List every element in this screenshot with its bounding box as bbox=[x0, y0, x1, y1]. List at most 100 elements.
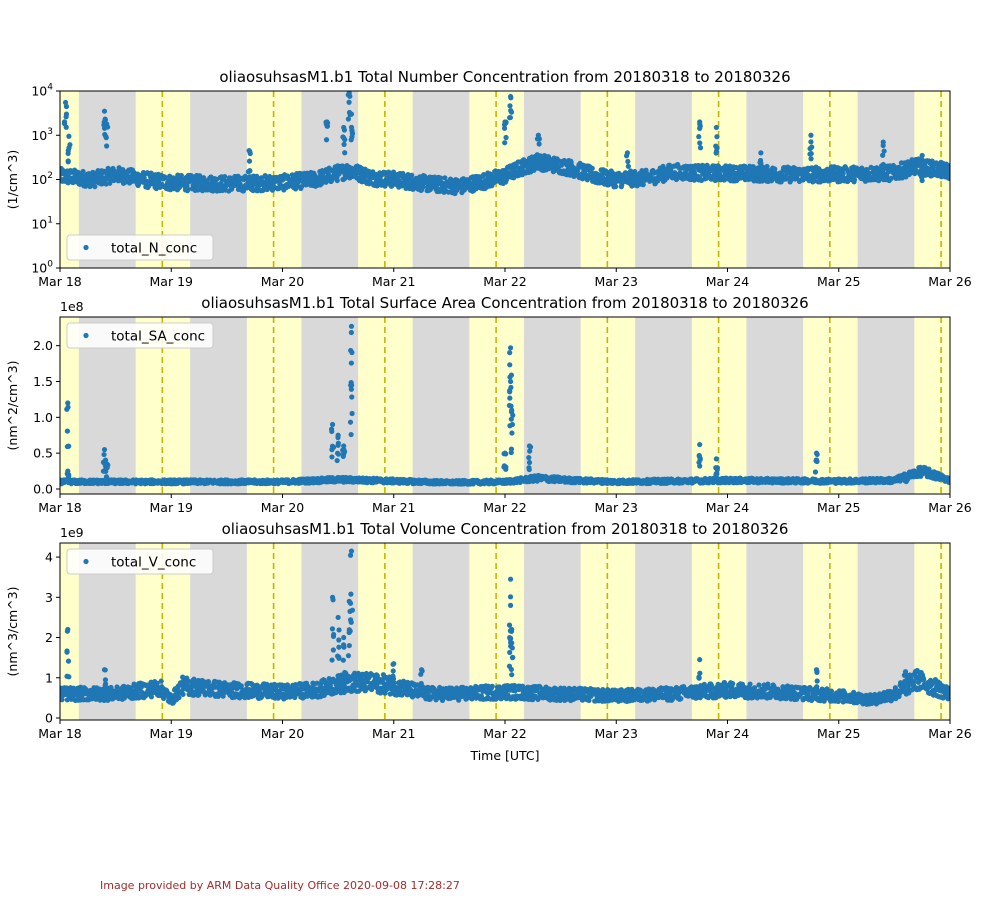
y-tick-label: 1.0 bbox=[33, 410, 53, 425]
data-point bbox=[510, 412, 516, 418]
daylight-band bbox=[580, 317, 636, 494]
data-point bbox=[349, 410, 355, 417]
data-point bbox=[348, 347, 354, 354]
data-point bbox=[103, 474, 110, 480]
data-point bbox=[713, 456, 719, 462]
data-point bbox=[536, 158, 543, 165]
data-point bbox=[267, 173, 273, 180]
data-point bbox=[589, 165, 595, 171]
x-tick-label: Mar 25 bbox=[817, 500, 860, 515]
data-point bbox=[697, 125, 703, 132]
data-point bbox=[507, 93, 514, 100]
data-point bbox=[92, 184, 98, 190]
legend-label: total_SA_conc bbox=[111, 329, 205, 345]
data-point bbox=[696, 452, 702, 459]
data-point bbox=[526, 443, 533, 449]
data-point bbox=[919, 177, 925, 184]
data-point bbox=[103, 468, 109, 474]
data-point bbox=[613, 183, 619, 190]
data-point bbox=[348, 323, 355, 329]
data-point bbox=[808, 156, 814, 162]
data-point bbox=[888, 175, 894, 182]
legend: total_N_conc bbox=[66, 234, 214, 261]
y-tick-label: 103 bbox=[31, 127, 53, 143]
data-point bbox=[370, 169, 376, 175]
data-point bbox=[341, 449, 348, 455]
data-point bbox=[64, 428, 70, 434]
daylight-band bbox=[914, 317, 950, 494]
data-point bbox=[526, 455, 532, 461]
data-point bbox=[625, 163, 631, 169]
data-point bbox=[903, 478, 909, 484]
data-point bbox=[507, 378, 514, 385]
x-tick-label: Mar 20 bbox=[261, 274, 305, 289]
data-point bbox=[348, 382, 355, 388]
data-point bbox=[346, 99, 352, 105]
x-tick-label: Mar 22 bbox=[483, 500, 526, 515]
data-point bbox=[334, 457, 340, 464]
data-point bbox=[757, 160, 763, 166]
y-tick-label: 100 bbox=[31, 260, 53, 276]
data-point bbox=[341, 124, 347, 131]
y-tick-label: 102 bbox=[31, 171, 53, 187]
data-point bbox=[913, 168, 919, 174]
data-point bbox=[840, 171, 846, 177]
data-point bbox=[772, 166, 778, 172]
data-point bbox=[908, 170, 914, 176]
x-tick-label: Mar 24 bbox=[706, 500, 750, 515]
legend-box bbox=[66, 234, 214, 261]
data-point bbox=[347, 419, 354, 425]
data-point bbox=[246, 158, 253, 164]
data-point bbox=[329, 454, 335, 460]
data-point bbox=[348, 111, 355, 117]
chart-title: oliaosuhsasM1.b1 Total Surface Area Conc… bbox=[201, 294, 808, 312]
data-point bbox=[481, 172, 487, 178]
data-point bbox=[341, 141, 347, 147]
data-point bbox=[536, 141, 542, 147]
data-point bbox=[697, 119, 703, 125]
data-point bbox=[507, 103, 513, 109]
data-point bbox=[104, 143, 110, 149]
data-point bbox=[508, 108, 514, 114]
data-point bbox=[65, 400, 71, 406]
data-point bbox=[624, 173, 630, 179]
data-point bbox=[437, 175, 444, 181]
x-tick-label: Mar 24 bbox=[706, 274, 750, 289]
data-point bbox=[813, 450, 820, 456]
data-point bbox=[63, 111, 70, 117]
data-point bbox=[222, 173, 228, 180]
data-point bbox=[328, 426, 335, 432]
data-point bbox=[102, 117, 109, 123]
data-point bbox=[713, 150, 719, 156]
data-point bbox=[696, 134, 702, 140]
y-axis-label: (1/cm^3) bbox=[5, 150, 20, 209]
data-point bbox=[330, 444, 337, 450]
data-point bbox=[880, 139, 886, 145]
x-tick-label: Mar 19 bbox=[150, 500, 194, 515]
data-point bbox=[946, 165, 950, 171]
data-point bbox=[713, 143, 719, 149]
data-point bbox=[349, 394, 355, 400]
data-point bbox=[742, 163, 748, 169]
data-point bbox=[103, 133, 109, 140]
data-point bbox=[507, 389, 513, 395]
data-point bbox=[442, 175, 448, 181]
data-point bbox=[104, 121, 110, 127]
data-point bbox=[66, 443, 72, 449]
data-point bbox=[66, 133, 72, 139]
data-point bbox=[507, 114, 514, 121]
y-tick-label: 101 bbox=[31, 215, 53, 231]
data-point bbox=[340, 453, 346, 460]
data-point bbox=[758, 176, 764, 182]
x-tick-label: Mar 23 bbox=[595, 500, 638, 515]
data-point bbox=[245, 169, 251, 175]
data-point bbox=[420, 184, 426, 190]
data-point bbox=[162, 175, 168, 181]
y-offset-label: 1e8 bbox=[60, 299, 84, 314]
data-point bbox=[80, 168, 86, 175]
data-point bbox=[66, 145, 72, 151]
legend-marker bbox=[83, 244, 89, 251]
x-tick-label: Mar 21 bbox=[372, 500, 415, 515]
data-point bbox=[507, 345, 514, 351]
panel-total-number-concentration: oliaosuhsasM1.b1 Total Number Concentrat… bbox=[5, 68, 972, 289]
